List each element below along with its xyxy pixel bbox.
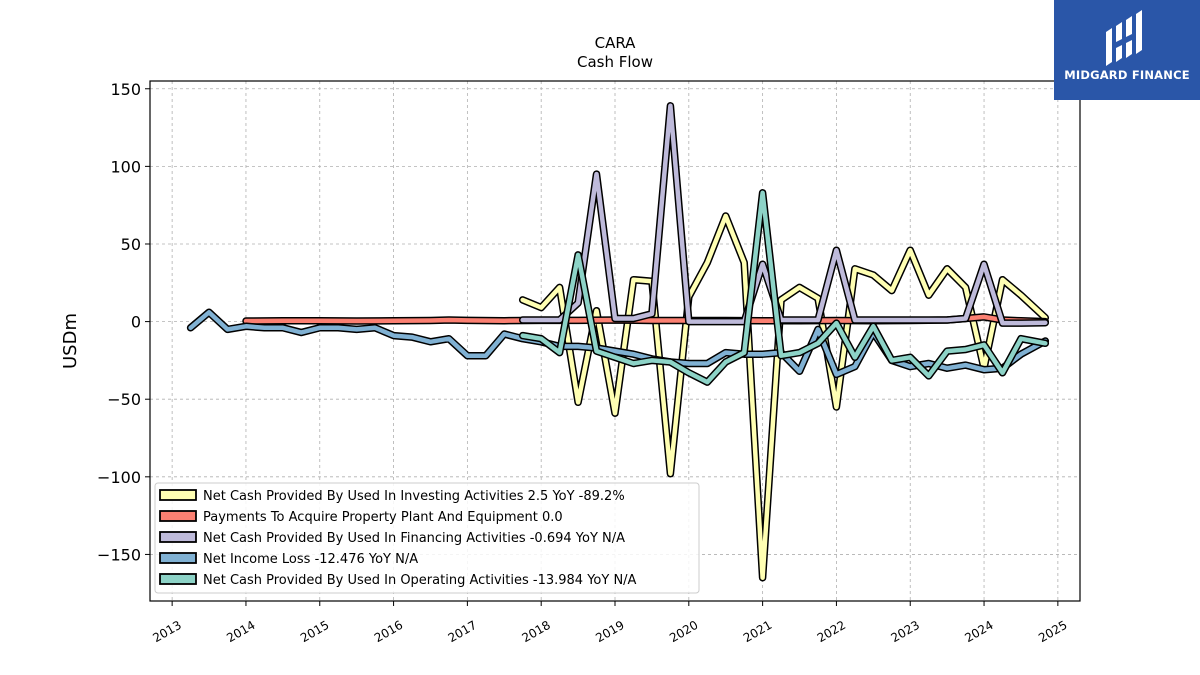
logo-mark-icon xyxy=(1106,10,1142,66)
y-tick-label: −100 xyxy=(97,468,141,487)
y-tick-label: −50 xyxy=(107,390,141,409)
series-layer xyxy=(186,102,1050,582)
logo-text: MIDGARD FINANCE xyxy=(1064,68,1190,82)
legend-swatch-0 xyxy=(159,489,197,501)
chart-title: CARA xyxy=(595,34,637,52)
y-tick-label: 100 xyxy=(110,157,141,176)
legend-label-1: Payments To Acquire Property Plant And E… xyxy=(203,510,563,525)
series-2-line xyxy=(520,103,1048,326)
y-tick-label: 150 xyxy=(110,80,141,99)
y-tick-label: 50 xyxy=(121,235,141,254)
y-tick-label: −150 xyxy=(97,545,141,564)
y-axis: 150 100 50 0 −50 −100 −150 xyxy=(97,80,150,564)
midgard-finance-logo: MIDGARD FINANCE xyxy=(1054,0,1200,100)
series-0-line xyxy=(520,213,1048,580)
legend-swatch-4 xyxy=(159,573,197,585)
legend: Net Cash Provided By Used In Investing A… xyxy=(154,482,700,594)
legend-label-2: Net Cash Provided By Used In Financing A… xyxy=(203,531,625,546)
series-4-line xyxy=(520,190,1048,385)
legend-label-3: Net Income Loss -12.476 YoY N/A xyxy=(203,552,418,567)
legend-swatch-2 xyxy=(159,531,197,543)
legend-label-4: Net Cash Provided By Used In Operating A… xyxy=(203,573,637,588)
legend-label-0: Net Cash Provided By Used In Investing A… xyxy=(203,489,625,504)
legend-swatch-1 xyxy=(159,510,197,522)
y-tick-label: 0 xyxy=(131,313,141,332)
y-axis-label: USDm xyxy=(60,313,81,369)
legend-box xyxy=(154,482,700,594)
chart-subtitle: Cash Flow xyxy=(577,53,653,71)
legend-swatch-3 xyxy=(159,552,197,564)
